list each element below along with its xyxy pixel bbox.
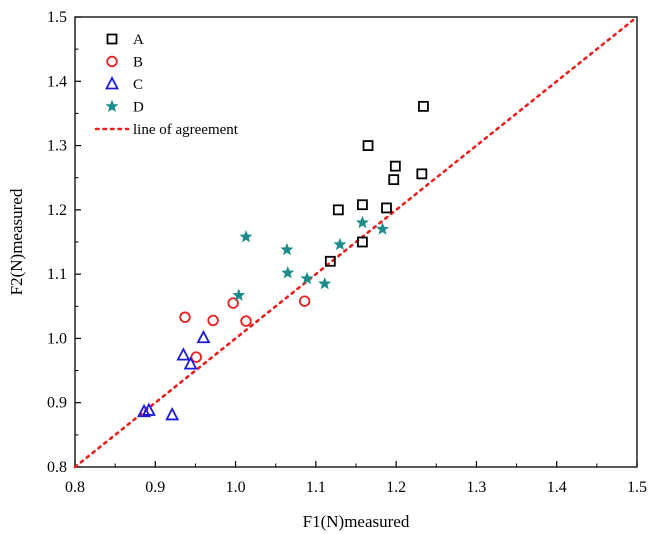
y-tick-label: 1.5 <box>47 9 67 26</box>
data-point <box>207 314 219 327</box>
y-tick-label: 1.4 <box>47 73 67 90</box>
data-point <box>176 347 191 361</box>
legend-label: C <box>133 77 143 93</box>
x-tick-label: 1.4 <box>547 479 567 496</box>
series-d <box>232 215 389 301</box>
data-point <box>357 199 368 211</box>
data-point <box>318 276 332 290</box>
legend-label: B <box>133 55 143 71</box>
x-tick-label: 1.2 <box>386 479 406 496</box>
data-point <box>196 329 211 344</box>
y-tick-label: 1.1 <box>47 266 67 283</box>
data-point <box>183 356 198 370</box>
series-b <box>179 295 311 363</box>
x-tick-label: 1.5 <box>627 479 647 496</box>
data-point <box>418 100 429 112</box>
data-point <box>141 402 156 416</box>
data-point <box>416 168 428 180</box>
data-point <box>376 222 389 235</box>
data-point <box>232 288 246 301</box>
data-point <box>281 266 295 279</box>
data-points <box>137 100 429 421</box>
data-point <box>240 315 252 327</box>
data-point <box>389 160 401 172</box>
x-tick-label: 0.9 <box>145 479 165 496</box>
data-point <box>137 403 152 418</box>
legend-label: line of agreement <box>133 122 239 138</box>
legend-label: D <box>133 100 144 116</box>
x-tick-label: 0.8 <box>65 479 85 496</box>
line-of-agreement <box>73 15 639 469</box>
data-point <box>332 204 344 216</box>
legend-marker <box>105 99 119 113</box>
legend-marker <box>106 33 118 45</box>
legend-marker <box>105 76 119 90</box>
data-point <box>388 174 400 186</box>
data-point <box>227 297 239 309</box>
axis-ticks: 0.8 0.9 1.0 1.1 1.2 1.3 1.4 1.5 0.8 0.9 1.0 1.1 1.2 1… <box>47 9 647 496</box>
data-point <box>355 215 369 229</box>
data-point <box>298 295 311 307</box>
data-point <box>190 351 202 363</box>
data-point <box>362 140 374 151</box>
data-point <box>165 406 180 421</box>
data-point <box>280 242 294 256</box>
x-tick-label: 1.1 <box>306 479 326 496</box>
y-tick-label: 0.8 <box>47 459 67 476</box>
line-of-agreement-line <box>73 15 639 469</box>
legend-label: A <box>133 32 144 48</box>
data-point <box>381 202 392 214</box>
y-axis-label: F2(N)measured <box>7 188 26 295</box>
data-point <box>300 271 314 285</box>
data-point <box>357 236 368 248</box>
series-a <box>324 100 429 267</box>
series-c <box>137 329 211 421</box>
x-axis-label: F1(N)measured <box>303 512 410 531</box>
y-tick-label: 1.3 <box>47 138 67 155</box>
y-tick-label: 1.0 <box>47 330 67 347</box>
x-tick-label: 1.0 <box>226 479 246 496</box>
y-tick-label: 1.2 <box>47 202 67 219</box>
data-point <box>179 311 191 323</box>
data-point <box>239 230 253 243</box>
legend-marker <box>106 55 118 68</box>
x-tick-label: 1.3 <box>466 479 486 496</box>
y-tick-label: 0.9 <box>47 395 67 412</box>
data-point <box>333 237 347 251</box>
data-point <box>324 255 336 267</box>
